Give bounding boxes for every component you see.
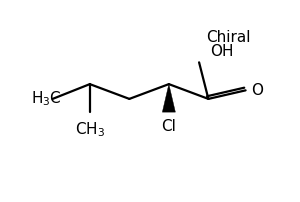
Text: CH$_3$: CH$_3$ xyxy=(75,121,105,139)
Polygon shape xyxy=(162,84,176,112)
Text: Chiral: Chiral xyxy=(206,30,250,45)
Text: OH: OH xyxy=(211,44,234,59)
Text: Cl: Cl xyxy=(161,119,176,134)
Text: H$_3$C: H$_3$C xyxy=(32,89,62,108)
Text: O: O xyxy=(251,83,263,98)
